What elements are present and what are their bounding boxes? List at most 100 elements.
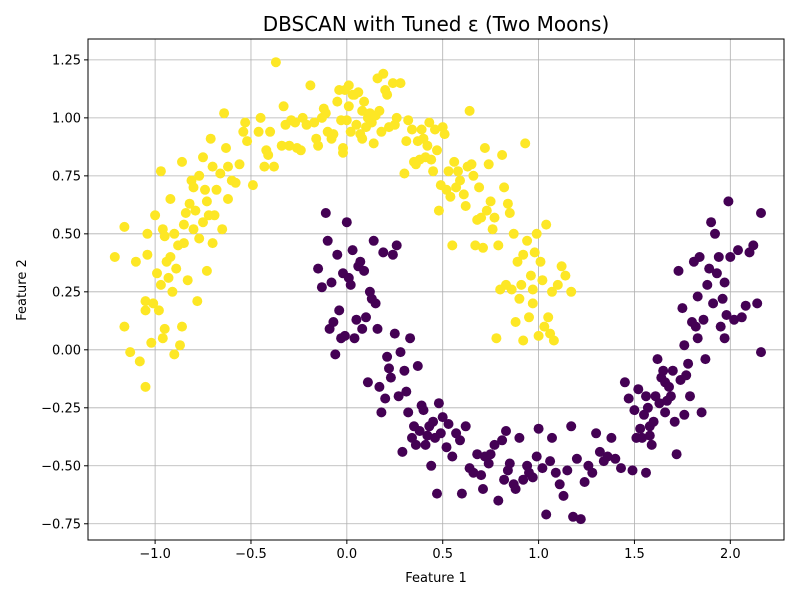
data-point-cluster-0 [211, 184, 222, 195]
data-point-cluster-1 [708, 298, 719, 309]
data-point-cluster-1 [671, 449, 682, 460]
data-point-cluster-0 [140, 296, 151, 307]
data-point-cluster-1 [690, 321, 701, 332]
data-point-cluster-0 [119, 221, 130, 232]
data-point-cluster-0 [556, 261, 567, 272]
data-point-cluster-1 [397, 446, 408, 457]
data-point-cluster-1 [627, 465, 638, 476]
data-point-cluster-0 [531, 228, 542, 239]
data-point-cluster-0 [163, 272, 174, 283]
data-point-cluster-1 [679, 340, 690, 351]
data-point-cluster-1 [361, 312, 371, 323]
data-point-cluster-0 [533, 330, 544, 341]
data-point-cluster-0 [483, 159, 494, 170]
data-point-cluster-1 [704, 263, 715, 274]
data-point-cluster-0 [188, 224, 199, 235]
data-point-cluster-1 [395, 347, 406, 358]
data-point-cluster-0 [198, 217, 208, 228]
data-point-cluster-0 [119, 321, 130, 332]
data-point-cluster-1 [629, 405, 640, 416]
y-tick-label: −0.50 [41, 459, 81, 474]
data-point-cluster-1 [472, 449, 483, 460]
data-point-cluster-1 [719, 333, 730, 344]
data-point-cluster-0 [140, 305, 151, 316]
data-point-cluster-0 [489, 212, 500, 223]
data-point-cluster-0 [198, 152, 208, 163]
data-point-cluster-0 [155, 279, 166, 290]
data-point-cluster-1 [393, 391, 404, 402]
data-point-cluster-0 [391, 112, 402, 123]
data-point-cluster-1 [341, 217, 352, 228]
data-point-cluster-0 [478, 242, 488, 253]
x-tick-label: 1.0 [528, 547, 549, 562]
data-point-cluster-1 [587, 467, 598, 478]
data-point-cluster-0 [194, 170, 205, 181]
data-point-cluster-0 [527, 284, 538, 295]
data-point-cluster-1 [692, 291, 703, 302]
data-point-cluster-1 [591, 428, 602, 439]
data-point-cluster-1 [518, 474, 529, 485]
data-point-cluster-0 [230, 177, 241, 188]
data-point-cluster-1 [562, 465, 573, 476]
data-point-cluster-1 [362, 377, 373, 388]
x-axis-label: Feature 1 [405, 571, 467, 586]
data-point-cluster-0 [535, 256, 546, 267]
data-point-cluster-0 [455, 175, 465, 186]
data-point-cluster-0 [165, 252, 176, 262]
data-point-cluster-0 [305, 80, 316, 91]
data-point-cluster-0 [171, 263, 182, 274]
data-point-cluster-0 [175, 340, 185, 351]
data-point-cluster-0 [464, 105, 475, 116]
data-point-cluster-0 [499, 182, 510, 193]
data-point-cluster-0 [343, 80, 354, 91]
data-point-cluster-0 [142, 249, 153, 260]
data-point-cluster-0 [320, 108, 331, 119]
data-point-cluster-0 [506, 284, 517, 295]
data-point-cluster-0 [278, 101, 289, 112]
data-point-cluster-0 [188, 182, 199, 193]
data-point-cluster-1 [623, 393, 634, 404]
data-point-cluster-0 [190, 205, 201, 216]
data-point-cluster-1 [414, 426, 425, 436]
data-point-cluster-0 [276, 140, 287, 151]
data-point-cluster-0 [142, 228, 153, 239]
data-point-cluster-1 [426, 460, 437, 471]
data-point-cluster-1 [412, 361, 423, 371]
data-point-cluster-0 [159, 323, 170, 334]
data-point-cluster-0 [445, 191, 456, 202]
data-point-cluster-0 [270, 57, 281, 68]
data-point-cluster-0 [529, 247, 540, 258]
data-point-cluster-0 [177, 321, 187, 332]
data-point-cluster-1 [485, 449, 496, 460]
data-point-cluster-1 [642, 402, 653, 413]
data-point-cluster-1 [531, 451, 542, 462]
data-point-cluster-1 [665, 391, 676, 402]
data-point-cluster-1 [541, 509, 552, 520]
data-point-cluster-1 [550, 467, 561, 478]
data-point-cluster-0 [209, 210, 220, 221]
data-point-cluster-1 [633, 384, 644, 395]
data-point-cluster-1 [713, 252, 724, 262]
data-point-cluster-1 [351, 314, 362, 325]
data-point-cluster-0 [527, 298, 538, 309]
data-point-cluster-0 [453, 166, 463, 177]
data-point-cluster-1 [554, 479, 565, 490]
data-point-cluster-1 [652, 354, 663, 365]
data-point-cluster-0 [439, 129, 450, 140]
data-point-cluster-0 [238, 126, 249, 137]
data-point-cluster-1 [610, 453, 621, 464]
data-point-cluster-0 [468, 170, 479, 181]
data-point-cluster-1 [729, 314, 740, 325]
data-point-cluster-0 [560, 270, 571, 281]
data-point-cluster-1 [619, 377, 630, 388]
data-point-cluster-1 [733, 245, 743, 256]
data-point-cluster-0 [223, 194, 233, 204]
x-tick-label: 1.5 [624, 547, 645, 562]
data-point-cluster-0 [157, 333, 168, 344]
data-point-cluster-0 [430, 124, 440, 135]
data-point-cluster-1 [501, 426, 511, 436]
y-tick-label: 0.75 [52, 169, 81, 184]
data-point-cluster-0 [537, 275, 548, 286]
data-point-cluster-1 [558, 490, 569, 501]
data-point-cluster-0 [240, 117, 251, 128]
